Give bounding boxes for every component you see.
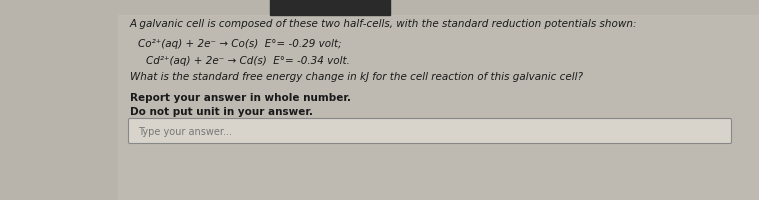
Text: Do not put unit in your answer.: Do not put unit in your answer. (130, 106, 313, 116)
Text: Type your answer...: Type your answer... (138, 126, 232, 136)
Bar (118, 16, 759, 200)
Text: Cd²⁺(aq) + 2e⁻ → Cd(s)  E°= -0.34 volt.: Cd²⁺(aq) + 2e⁻ → Cd(s) E°= -0.34 volt. (146, 56, 350, 66)
FancyBboxPatch shape (128, 119, 732, 144)
Text: What is the standard free energy change in kJ for the cell reaction of this galv: What is the standard free energy change … (130, 72, 583, 82)
Text: A galvanic cell is composed of these two half-cells, with the standard reduction: A galvanic cell is composed of these two… (130, 19, 638, 29)
Text: Co²⁺(aq) + 2e⁻ → Co(s)  E°= -0.29 volt;: Co²⁺(aq) + 2e⁻ → Co(s) E°= -0.29 volt; (138, 39, 342, 49)
Text: Report your answer in whole number.: Report your answer in whole number. (130, 93, 351, 102)
Bar (270, 0, 390, 16)
